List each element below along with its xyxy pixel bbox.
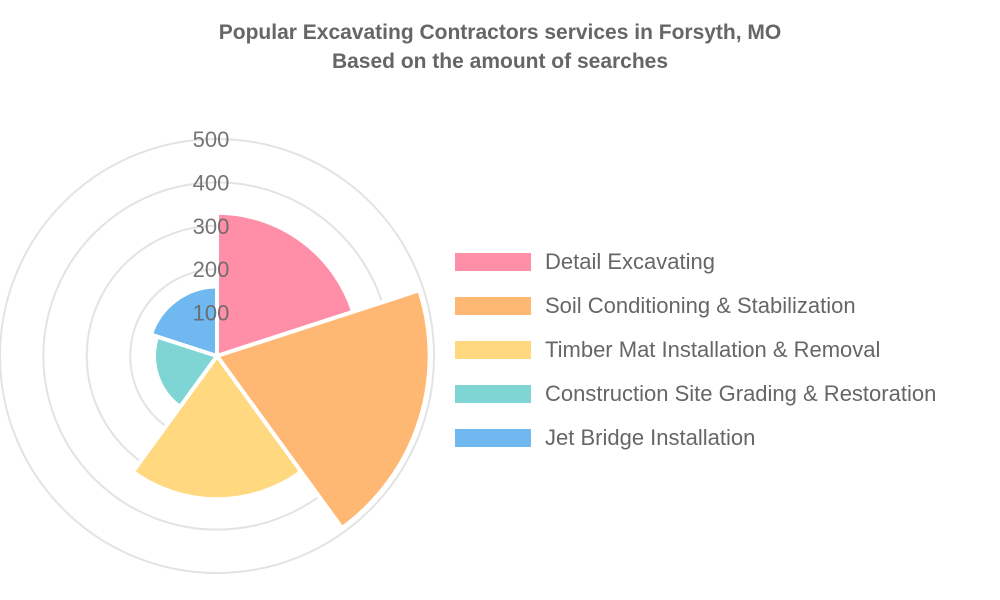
slice-timber-mat-installation-removal[interactable] [130,354,304,502]
legend-label: Soil Conditioning & Stabilization [545,293,856,318]
legend-item[interactable]: Timber Mat Installation & Removal [455,328,936,372]
legend-item[interactable]: Construction Site Grading & Restoration [455,372,936,416]
slice-construction-site-grading-restoration[interactable] [152,334,219,409]
slices [130,210,432,531]
chart-title-line: Popular Excavating Contractors services … [218,21,782,44]
slice-soil-conditioning-stabilization[interactable] [215,288,432,531]
legend-label: Construction Site Grading & Restoration [545,381,937,406]
slice-detail-excavating[interactable] [215,210,356,358]
tick-label-300: 300 [193,214,230,239]
legend-label: Detail Excavating [545,249,715,274]
tick-label-200: 200 [193,257,230,282]
legend-swatch [455,297,531,315]
tick-label-100: 100 [193,301,230,326]
legend-swatch [455,385,531,403]
radial-tick-labels: 100 200 300 400 500 [193,127,230,326]
legend: Detail Excavating Soil Conditioning & Sta… [455,240,936,460]
legend-label: Timber Mat Installation & Removal [545,337,881,362]
tick-label-400: 400 [193,170,230,195]
legend-item[interactable]: Soil Conditioning & Stabilization [455,284,936,328]
legend-item[interactable]: Detail Excavating [455,240,936,284]
chart-subtitle: Based on the amount of searches [331,50,669,73]
legend-swatch [455,341,531,359]
legend-swatch [455,429,531,447]
slice-jet-bridge-installation[interactable] [148,284,219,358]
legend-label: Jet Bridge Installation [545,425,756,450]
legend-item[interactable]: Jet Bridge Installation [455,416,936,460]
legend-swatch [455,253,531,271]
chart-title: Popular Excavating Contractors services … [0,18,1000,76]
grid-ring-500 [0,138,435,574]
tick-label-500: 500 [193,127,230,152]
